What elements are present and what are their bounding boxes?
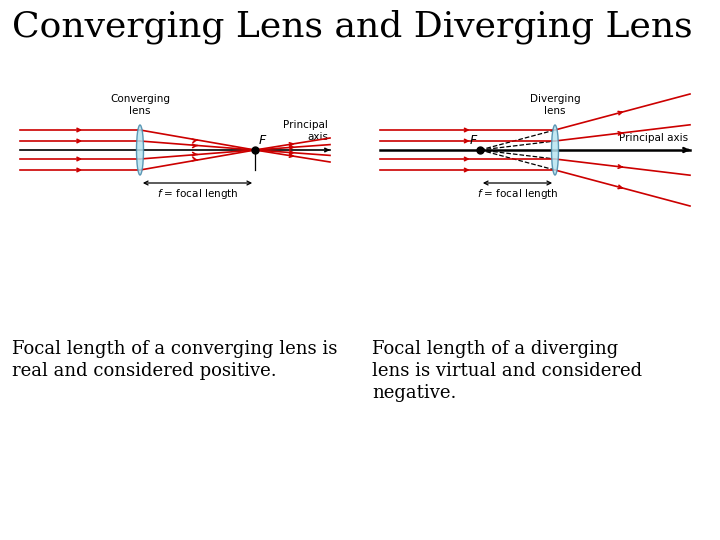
Text: Focal length of a diverging: Focal length of a diverging — [372, 340, 618, 358]
Text: real and considered positive.: real and considered positive. — [12, 362, 276, 380]
Text: Principal axis: Principal axis — [619, 133, 688, 143]
Text: $f$ = focal length: $f$ = focal length — [477, 187, 558, 201]
Text: Converging
lens: Converging lens — [110, 94, 170, 116]
Text: Diverging
lens: Diverging lens — [530, 94, 580, 116]
Text: $F$: $F$ — [469, 134, 478, 147]
Ellipse shape — [552, 125, 559, 175]
Text: Principal
axis: Principal axis — [283, 120, 328, 142]
Text: lens is virtual and considered: lens is virtual and considered — [372, 362, 642, 380]
Text: $f$ = focal length: $f$ = focal length — [157, 187, 238, 201]
Text: Focal length of a converging lens is: Focal length of a converging lens is — [12, 340, 338, 358]
Text: Converging Lens and Diverging Lens: Converging Lens and Diverging Lens — [12, 10, 693, 44]
Text: $F$: $F$ — [258, 134, 267, 147]
Ellipse shape — [137, 125, 143, 175]
Text: negative.: negative. — [372, 384, 456, 402]
